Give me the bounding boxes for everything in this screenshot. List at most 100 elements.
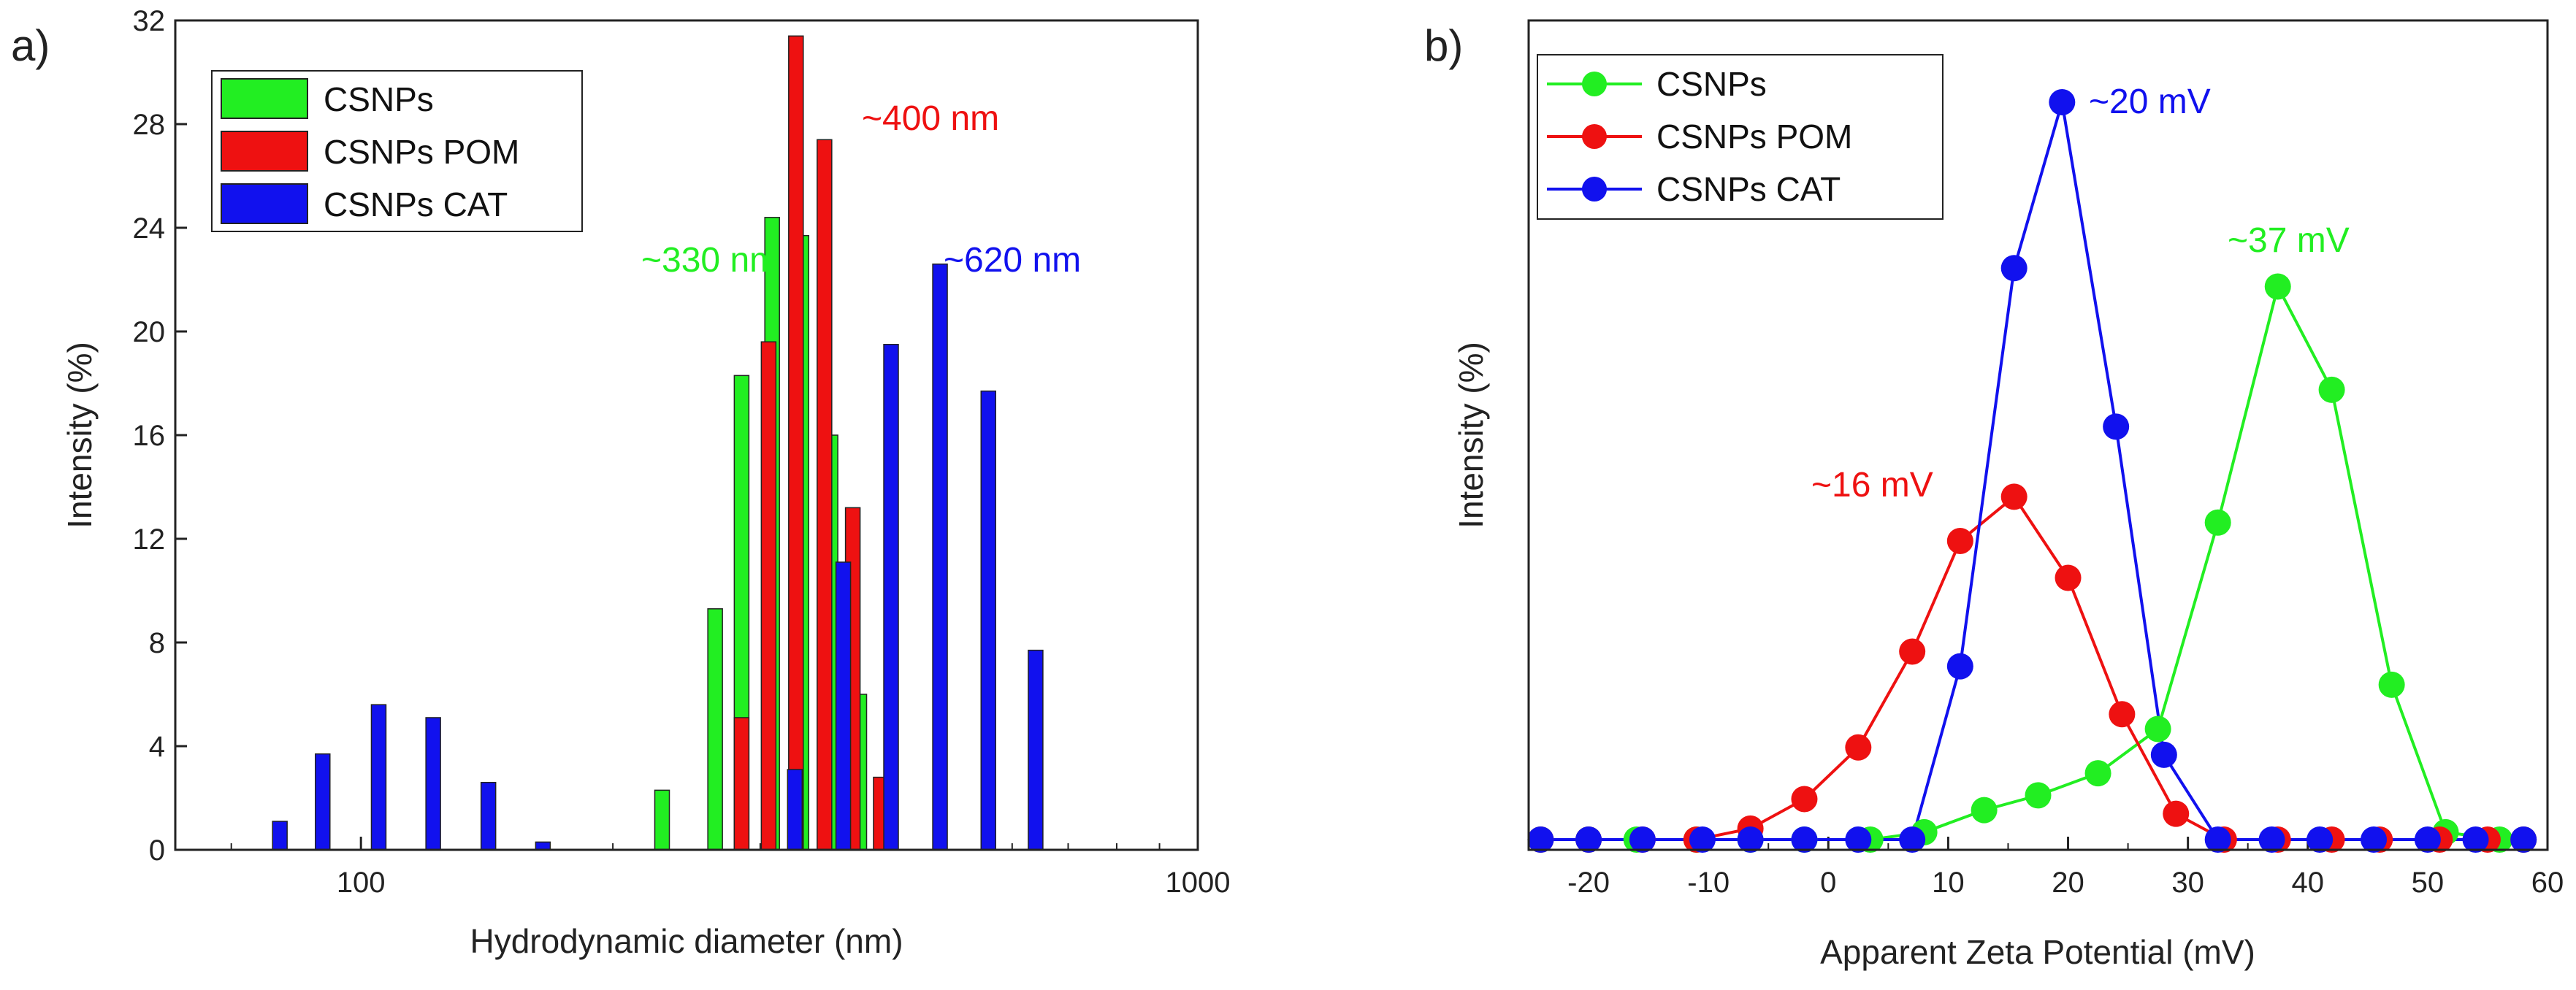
point-csnps bbox=[2378, 671, 2405, 698]
point-csnps-cat bbox=[1737, 826, 1764, 853]
point-csnps-cat bbox=[1791, 826, 1818, 853]
chart-a: a) 0 4 8 12 16 20 24 28 32 100 1000 Hydrodynamic … bbox=[11, 5, 1230, 960]
point-csnps-pom bbox=[2109, 701, 2136, 728]
legend-label-csnps: CSNPs bbox=[324, 80, 434, 118]
annotation-330nm: ~330 nm bbox=[641, 241, 779, 280]
bar-csnps-cat bbox=[932, 263, 948, 851]
bar-csnps-pom bbox=[817, 139, 833, 851]
point-csnps-cat bbox=[1629, 826, 1656, 853]
y-tick-label-a: 24 bbox=[133, 212, 166, 245]
y-axis-title-a: Intensity (%) bbox=[61, 342, 99, 529]
point-csnps-cat bbox=[2049, 89, 2076, 115]
point-csnps-cat bbox=[2462, 826, 2489, 853]
point-csnps-cat bbox=[1689, 826, 1716, 853]
bar-csnps-cat bbox=[535, 841, 551, 851]
point-csnps-pom bbox=[2163, 800, 2190, 827]
point-csnps-pom bbox=[2000, 483, 2027, 510]
point-csnps-pom bbox=[1791, 786, 1818, 813]
x-tick-label-b: 50 bbox=[2412, 867, 2445, 899]
legend-a: CSNPs CSNPs POM CSNPs CAT bbox=[211, 70, 583, 232]
plot-frame-a bbox=[174, 19, 1199, 851]
bar-csnps-cat bbox=[835, 561, 852, 851]
bar-csnps-cat bbox=[480, 781, 497, 851]
x-tick-label-b: -20 bbox=[1567, 867, 1610, 899]
legend-label-csnps-pom: CSNPs POM bbox=[324, 133, 519, 171]
point-csnps bbox=[2318, 376, 2345, 403]
bar-csnps-cat bbox=[980, 390, 996, 851]
point-csnps bbox=[2264, 273, 2291, 300]
point-csnps-cat bbox=[1575, 826, 1602, 853]
legend-marker-csnps-b bbox=[1582, 72, 1607, 96]
legend-swatch-csnps-pom bbox=[221, 131, 308, 172]
bar-csnps bbox=[707, 608, 723, 851]
y-tick-label-a: 28 bbox=[133, 109, 166, 141]
bar-csnps bbox=[654, 789, 670, 851]
legend-label-csnps-cat: CSNPs CAT bbox=[324, 185, 508, 223]
plot-frame-b bbox=[1527, 19, 2549, 851]
point-csnps-cat bbox=[2103, 413, 2130, 440]
point-csnps bbox=[2025, 782, 2052, 809]
bar-csnps-pom bbox=[788, 35, 804, 851]
x-tick-label-b: 20 bbox=[2052, 867, 2084, 899]
x-tick-label-b: -10 bbox=[1687, 867, 1730, 899]
bar-csnps-cat bbox=[883, 344, 899, 851]
y-tick-label-a: 4 bbox=[149, 731, 165, 763]
x-tick-label-b: 30 bbox=[2171, 867, 2204, 899]
point-csnps-cat bbox=[2150, 741, 2177, 768]
point-csnps-pom bbox=[1845, 734, 1872, 761]
point-csnps-cat bbox=[1946, 653, 1973, 680]
point-csnps-pom bbox=[1946, 527, 1973, 554]
x-axis-title-a: Hydrodynamic diameter (nm) bbox=[470, 922, 903, 960]
x-axis-title-b: Apparent Zeta Potential (mV) bbox=[1820, 933, 2255, 971]
y-tick-label-a: 12 bbox=[133, 523, 166, 556]
y-tick-label-a: 20 bbox=[133, 316, 166, 348]
annotation-37mv: ~37 mV bbox=[2228, 221, 2350, 260]
legend-b: CSNPs CSNPs POM CSNPs CAT bbox=[1537, 54, 1944, 220]
bar-csnps-cat bbox=[425, 717, 441, 851]
x-tick-label-b: 10 bbox=[1932, 867, 1965, 899]
y-axis-ticks-a: 0 4 8 12 16 20 24 28 32 bbox=[133, 5, 187, 867]
legend-label-csnps-b: CSNPs bbox=[1656, 65, 1767, 103]
y-tick-label-a: 0 bbox=[149, 834, 165, 867]
annotation-16mv: ~16 mV bbox=[1811, 466, 1933, 504]
point-csnps bbox=[2144, 715, 2171, 742]
x-tick-label-a: 1000 bbox=[1166, 867, 1231, 899]
series-b bbox=[1527, 89, 2537, 853]
point-csnps bbox=[2204, 509, 2231, 536]
y-tick-label-a: 16 bbox=[133, 420, 166, 452]
point-csnps-cat bbox=[2204, 826, 2231, 853]
legend-marker-csnps-pom-b bbox=[1582, 124, 1607, 149]
panel-label-a: a) bbox=[11, 21, 50, 70]
bars-a bbox=[272, 35, 1044, 851]
chart-b: b) -20 -10 0 10 20 30 40 50 60 Apparent Zeta Pot… bbox=[1424, 19, 2564, 971]
x-tick-label-b: 40 bbox=[2292, 867, 2325, 899]
point-csnps-cat bbox=[1899, 826, 1926, 853]
point-csnps-cat bbox=[1845, 826, 1872, 853]
legend-swatch-csnps-cat bbox=[221, 183, 308, 224]
point-csnps-cat bbox=[2361, 826, 2388, 853]
bar-csnps-cat bbox=[272, 821, 288, 851]
legend-label-csnps-cat-b: CSNPs CAT bbox=[1656, 170, 1841, 208]
point-csnps-pom bbox=[2055, 564, 2082, 591]
bar-csnps-pom bbox=[760, 341, 777, 851]
point-csnps-pom bbox=[1899, 638, 1926, 665]
annotation-620nm: ~620 nm bbox=[944, 241, 1081, 280]
bar-csnps-cat bbox=[787, 769, 803, 851]
point-csnps-cat bbox=[2000, 255, 2027, 282]
panel-label-b: b) bbox=[1424, 21, 1463, 70]
x-tick-label-b: 60 bbox=[2531, 867, 2564, 899]
x-tick-label-a: 100 bbox=[337, 867, 386, 899]
point-csnps-cat bbox=[2306, 826, 2334, 853]
y-tick-label-a: 8 bbox=[149, 627, 165, 659]
point-csnps bbox=[1971, 797, 1998, 824]
annotation-400nm: ~400 nm bbox=[862, 99, 999, 138]
point-csnps bbox=[2084, 760, 2111, 787]
point-csnps-cat bbox=[2258, 826, 2285, 853]
x-axis-ticks-b: -20 -10 0 10 20 30 40 50 60 bbox=[1528, 837, 2564, 899]
bar-csnps-cat bbox=[1028, 649, 1044, 851]
bar-csnps-pom bbox=[733, 717, 750, 851]
point-csnps-cat bbox=[1527, 826, 1554, 853]
y-axis-title-b: Intensity (%) bbox=[1452, 342, 1490, 529]
line-csnps bbox=[1540, 282, 2524, 841]
